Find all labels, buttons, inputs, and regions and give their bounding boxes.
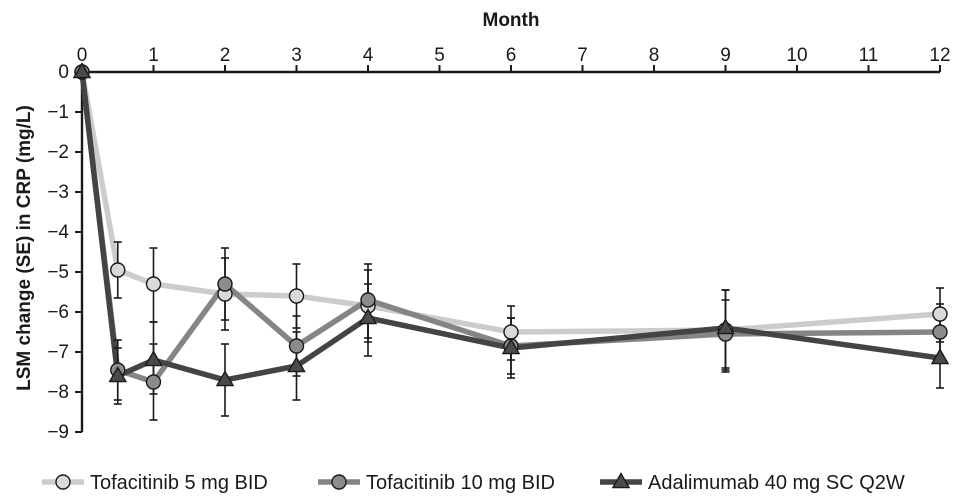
data-point-series-1 — [288, 288, 305, 304]
x-tick-label: 2 — [220, 45, 231, 66]
data-point-series-1 — [145, 276, 162, 292]
series-markers — [72, 62, 950, 390]
x-tick-label: 3 — [291, 45, 302, 66]
y-tick-label: −5 — [47, 262, 69, 283]
data-point-series-1 — [110, 262, 126, 278]
x-tick-label: 12 — [929, 45, 950, 66]
x-tick-label: 4 — [363, 45, 374, 66]
legend-marker — [331, 474, 347, 490]
data-point-series-3 — [215, 370, 235, 387]
data-point-series-3 — [358, 308, 378, 325]
x-tick-label: 8 — [649, 45, 660, 66]
data-point-series-3 — [501, 338, 521, 355]
axes: 0 1 2 3 4 5 6 7 8 9 10 11 120−1−2−3−4−5−6−7−8−9 — [47, 45, 950, 443]
y-tick-label: −8 — [47, 382, 69, 403]
y-tick-label: −6 — [47, 302, 69, 323]
data-point-series-3 — [108, 366, 128, 383]
y-tick-label: −1 — [47, 102, 69, 123]
data-point-series-2 — [217, 276, 233, 292]
legend-marker — [55, 474, 71, 490]
data-point-series-2 — [360, 292, 376, 308]
data-point-series-1 — [503, 324, 519, 340]
y-tick-label: −9 — [47, 422, 69, 443]
legend-item-2: Tofacitinib 10 mg BID — [318, 472, 555, 494]
x-tick-label: 0 — [77, 45, 88, 66]
y-tick-label: 0 — [58, 62, 69, 83]
x-tick-label: 9 — [720, 45, 731, 66]
y-tick-label: −2 — [47, 142, 69, 163]
y-axis-title: LSM change (SE) in CRP (mg/L) — [14, 105, 35, 391]
y-tick-label: −4 — [47, 222, 69, 243]
data-point-series-2 — [932, 324, 948, 340]
x-axis-title: Month — [483, 10, 540, 31]
y-tick-label: −7 — [47, 342, 69, 363]
x-tick-label: 10 — [786, 45, 807, 66]
y-tick-label: −3 — [47, 182, 69, 203]
legend-marker — [611, 472, 631, 489]
data-point-series-3 — [930, 348, 950, 365]
x-tick-label: 6 — [506, 45, 517, 66]
x-tick-label: 11 — [859, 45, 879, 66]
legend: Tofacitinib 5 mg BID Tofacitinib 10 mg BI… — [42, 472, 905, 494]
legend-label: Tofacitinib 10 mg BID — [366, 472, 555, 494]
data-point-series-3 — [72, 62, 92, 79]
data-point-series-3 — [716, 318, 735, 335]
data-point-series-2 — [288, 338, 305, 354]
data-point-series-3 — [287, 356, 306, 373]
x-tick-label: 7 — [577, 45, 588, 66]
legend-label: Tofacitinib 5 mg BID — [90, 472, 268, 494]
data-point-series-1 — [932, 306, 948, 322]
x-tick-label: 1 — [148, 45, 159, 66]
series-line-1 — [79, 69, 943, 335]
legend-label: Adalimumab 40 mg SC Q2W — [648, 472, 905, 494]
series-layer — [72, 62, 950, 421]
legend-item-3: Adalimumab 40 mg SC Q2W — [600, 472, 905, 494]
data-point-series-3 — [144, 350, 163, 367]
legend-item-1: Tofacitinib 5 mg BID — [42, 472, 268, 494]
x-tick-label: 5 — [434, 45, 445, 66]
data-point-series-2 — [145, 374, 162, 390]
